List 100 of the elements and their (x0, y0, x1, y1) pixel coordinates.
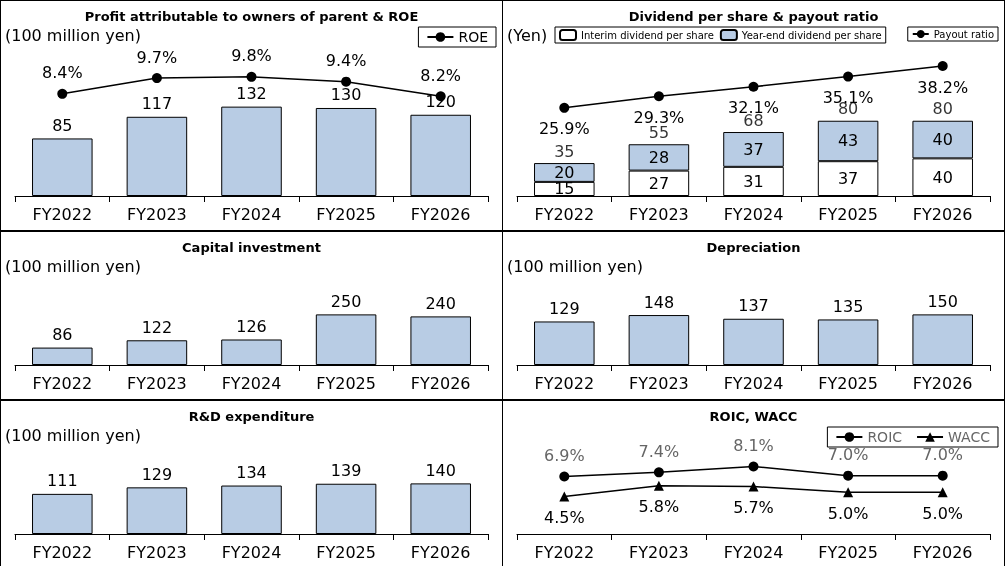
point (843, 470, 854, 481)
data-label: 9.7% (136, 47, 178, 67)
y-axis-title: (100 million yen) (507, 256, 643, 276)
chart-title: Depreciation (706, 240, 801, 255)
x-tick-label: FY2022 (32, 373, 93, 393)
data-label: 25.9% (538, 119, 590, 139)
y-axis-title: (100 million yen) (5, 25, 141, 45)
data-label: 111 (47, 471, 78, 491)
data-label: 140 (425, 460, 456, 480)
x-tick-label: FY2026 (410, 373, 471, 393)
data-label: 122 (141, 317, 173, 337)
data-label: 139 (330, 461, 362, 481)
data-label: 250 (330, 291, 362, 311)
data-label: 28 (648, 147, 670, 167)
data-label: 150 (927, 291, 958, 311)
x-tick-label: FY2026 (912, 204, 973, 224)
data-label: 135 (832, 296, 864, 316)
x-tick-label: FY2023 (629, 373, 689, 393)
data-label: 7.4% (638, 441, 680, 461)
data-label: 126 (236, 316, 267, 336)
data-label: 20 (554, 162, 575, 182)
point (937, 487, 948, 498)
data-label: 6.9% (543, 446, 585, 465)
data-label: 8.2% (420, 65, 462, 85)
data-label: 7.0% (922, 445, 964, 465)
total-label: 35 (554, 141, 575, 161)
data-label: 86 (52, 325, 73, 345)
x-tick-label: FY2022 (32, 204, 93, 224)
point (653, 91, 664, 102)
x-tick-label: FY2022 (534, 204, 595, 224)
data-label: 137 (738, 296, 769, 316)
data-label: 5.0% (922, 503, 964, 523)
data-label: 15 (554, 179, 575, 199)
x-tick-label: FY2022 (534, 373, 595, 393)
x-tick-label: FY2025 (316, 204, 376, 224)
y-axis-title: (Yen) (507, 25, 548, 45)
x-tick-label: FY2025 (818, 373, 878, 393)
data-label: 117 (141, 94, 173, 114)
point (843, 487, 854, 498)
x-tick-label: FY2026 (410, 542, 471, 562)
point (559, 471, 570, 482)
chart-title: Dividend per share & payout ratio (628, 9, 879, 24)
point (341, 76, 352, 87)
x-tick-label: FY2024 (221, 204, 282, 224)
legend-label: ROE (458, 29, 488, 45)
x-tick-label: FY2023 (629, 542, 689, 562)
total-label: 80 (932, 99, 953, 119)
legend-label: Year-end dividend per share (740, 29, 882, 41)
y-axis-title: (100 million yen) (5, 256, 141, 276)
data-label: 129 (141, 464, 173, 484)
data-label: 5.7% (733, 498, 774, 517)
point (937, 61, 948, 71)
data-label: 37 (837, 169, 859, 189)
point (559, 491, 570, 502)
x-tick-label: FY2023 (629, 204, 689, 224)
legend-label: WACC (948, 429, 991, 445)
point (653, 480, 664, 491)
point (748, 81, 759, 92)
legend-label: Payout ratio (933, 28, 995, 40)
x-tick-label: FY2022 (32, 542, 93, 562)
x-tick-label: FY2022 (534, 542, 595, 562)
chart-title: R&D expenditure (188, 409, 315, 424)
x-tick-label: FY2025 (316, 542, 376, 562)
data-label: 148 (643, 292, 675, 312)
data-label: 8.4% (41, 63, 83, 83)
x-tick-label: FY2023 (127, 204, 187, 224)
data-label: 5.0% (827, 503, 869, 523)
legend-label: Interim dividend per share (581, 29, 714, 41)
data-label: 7.0% (827, 445, 869, 465)
data-label: 240 (425, 293, 456, 313)
legend-label: ROIC (867, 429, 903, 445)
point (151, 73, 162, 84)
x-tick-label: FY2025 (316, 373, 376, 393)
data-label: 40 (932, 130, 953, 150)
x-tick-label: FY2026 (410, 204, 471, 224)
data-label: 4.5% (543, 508, 585, 527)
x-tick-label: FY2025 (818, 542, 878, 562)
x-tick-label: FY2025 (818, 204, 878, 224)
point (559, 102, 570, 113)
point (57, 88, 68, 99)
data-label: 132 (236, 84, 267, 104)
data-label: 9.8% (231, 46, 272, 66)
data-label: 43 (837, 131, 859, 151)
x-tick-label: FY2026 (912, 373, 973, 393)
point (748, 481, 759, 492)
data-label: 5.8% (638, 497, 680, 517)
data-label: 134 (236, 463, 267, 483)
x-tick-label: FY2024 (723, 373, 784, 393)
x-tick-label: FY2026 (912, 542, 973, 562)
data-label: 129 (549, 298, 580, 318)
data-label: 9.4% (325, 51, 367, 71)
data-label: 38.2% (917, 77, 969, 97)
point (748, 461, 759, 472)
point (246, 71, 257, 82)
x-tick-label: FY2023 (127, 373, 187, 393)
data-label: 85 (52, 115, 73, 135)
data-label: 27 (648, 173, 670, 193)
data-label: 8.1% (733, 436, 774, 455)
x-tick-label: FY2024 (221, 542, 282, 562)
point (937, 470, 948, 481)
